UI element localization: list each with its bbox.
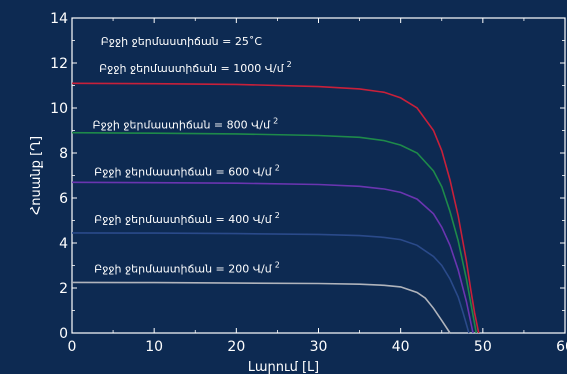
x-tick-label-6: 60 — [556, 339, 567, 355]
series-line-2 — [71, 181, 474, 334]
y-tick-label-0: 0 — [59, 326, 68, 342]
annotation-superscript-4: 2 — [275, 211, 280, 220]
x-tick-label-3: 30 — [310, 339, 328, 355]
annotation-superscript-3: 2 — [275, 164, 280, 173]
series-line-4 — [71, 281, 451, 334]
y-tick-label-2: 4 — [59, 236, 68, 252]
annotation-superscript-5: 2 — [275, 260, 280, 269]
annotation-4: Բջջի ջերմաստիճան = 400 Վ/մ 2 — [94, 211, 280, 226]
y-tick-label-5: 10 — [50, 101, 68, 117]
x-tick-label-1: 10 — [145, 339, 163, 355]
y-tick-label-1: 2 — [59, 281, 68, 297]
series-line-3 — [71, 232, 470, 334]
y-tick-label-3: 6 — [59, 191, 68, 207]
x-tick-label-5: 50 — [474, 339, 492, 355]
y-tick-label-6: 12 — [50, 56, 68, 72]
x-axis-label: Լարում [Լ] — [248, 360, 319, 374]
annotation-0: Բջջի ջերմաստիճան = 25˚C — [101, 35, 263, 48]
annotation-superscript-2: 2 — [273, 116, 278, 125]
annotation-5: Բջջի ջերմաստիճան = 200 Վ/մ 2 — [94, 260, 280, 275]
annotation-1: Բջջի ջերմաստիճան = 1000 Վ/մ 2 — [99, 60, 292, 75]
y-tick-label-4: 8 — [59, 146, 68, 162]
y-axis-label: Հոսանք [Ղ] — [29, 136, 44, 215]
series-line-0 — [71, 82, 480, 334]
annotation-superscript-1: 2 — [287, 60, 292, 69]
x-tick-label-0: 0 — [68, 339, 77, 355]
annotation-3: Բջջի ջերմաստիճան = 600 Վ/մ 2 — [94, 164, 280, 179]
x-tick-label-2: 20 — [227, 339, 245, 355]
series-line-1 — [71, 131, 478, 334]
x-tick-label-4: 40 — [392, 339, 410, 355]
y-tick-label-7: 14 — [50, 11, 68, 27]
annotation-2: Բջջի ջերմաստիճան = 800 Վ/մ 2 — [93, 116, 279, 131]
